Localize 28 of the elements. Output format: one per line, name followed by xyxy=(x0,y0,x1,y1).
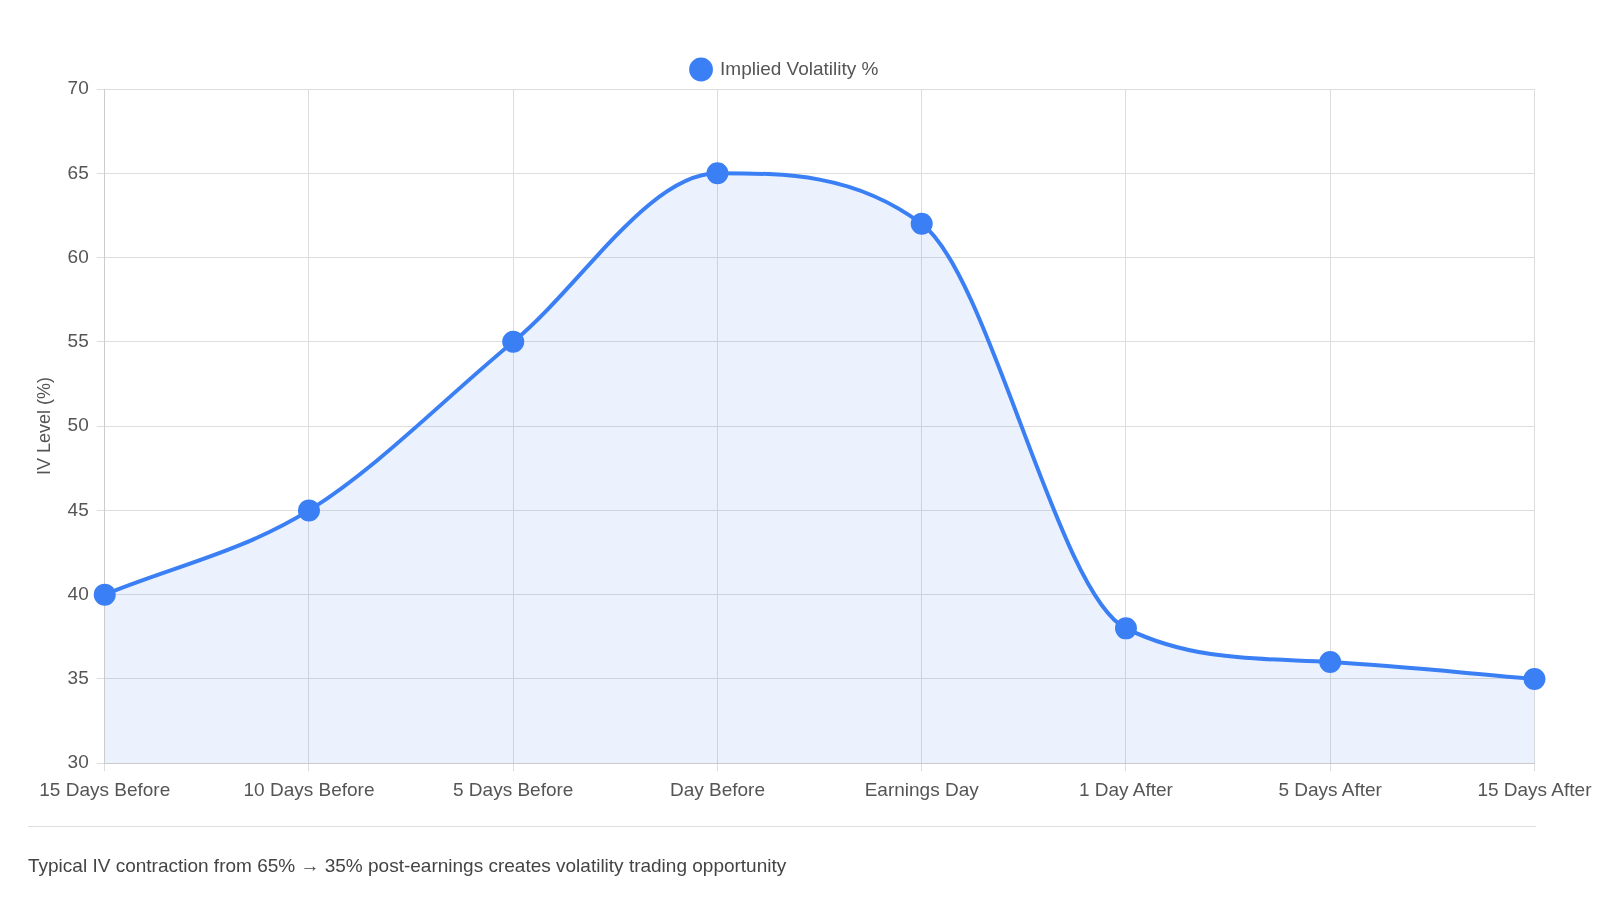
point xyxy=(502,330,525,353)
y-tick-label: 70 xyxy=(67,77,89,99)
y-tick-label: 65 xyxy=(67,161,89,183)
point xyxy=(297,499,320,522)
legend-label: Implied Volatility % xyxy=(720,57,879,79)
x-tick-label: Earnings Day xyxy=(864,778,980,800)
x-tick-label: 15 Days After xyxy=(1477,778,1593,800)
x-tick-label: 15 Days Before xyxy=(39,778,171,800)
point xyxy=(910,212,933,235)
y-axis-title: IV Level (%) xyxy=(33,377,54,476)
y-tick-label: 40 xyxy=(67,582,89,604)
point xyxy=(1319,651,1342,674)
text: Typical IV contraction from 65% → 35% post-earnings creates volatility trading opportunity xyxy=(28,855,787,877)
point xyxy=(93,583,116,606)
point xyxy=(706,162,729,185)
y-tick-label: 55 xyxy=(67,330,89,352)
x-tick-label: Day Before xyxy=(669,778,765,800)
y-tick-label: 35 xyxy=(67,667,89,689)
x-tick-label: 10 Days Before xyxy=(243,778,375,800)
x-tick-label: 5 Days Before xyxy=(453,778,574,800)
point xyxy=(1114,617,1137,640)
x-tick-label: 5 Days After xyxy=(1278,778,1383,800)
y-tick-label: 60 xyxy=(67,245,89,267)
x-tick-label: 1 Day After xyxy=(1078,778,1174,800)
y-tick-label: 30 xyxy=(67,751,89,773)
y-tick-label: 50 xyxy=(67,414,89,436)
y-tick-label: 45 xyxy=(67,498,89,520)
point xyxy=(1523,667,1546,690)
